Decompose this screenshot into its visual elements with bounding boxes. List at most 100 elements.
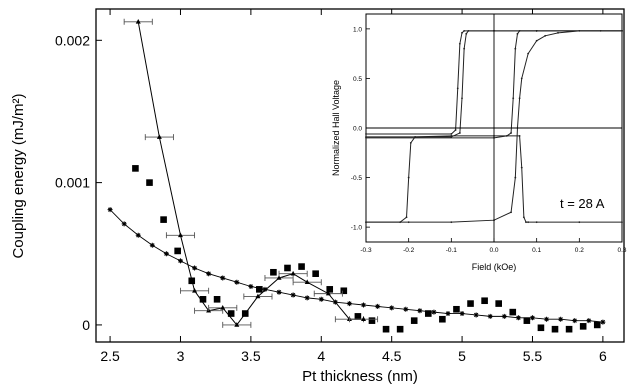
star-point [206, 271, 212, 277]
inset-point [578, 221, 581, 224]
square-point [537, 324, 545, 332]
star-point [192, 265, 198, 271]
inset-point [512, 97, 515, 100]
inset-point [365, 137, 367, 139]
star-point [403, 306, 409, 312]
star-point [262, 286, 268, 292]
inset-point [520, 166, 523, 169]
square-point [227, 310, 235, 317]
y-tick-label: 0.001 [55, 175, 90, 191]
inset-point [518, 97, 521, 100]
star-point [149, 242, 155, 248]
inset-point [510, 132, 512, 134]
square-point [439, 315, 446, 323]
inset-annotation: t = 28 A [560, 196, 605, 211]
inset-point [463, 29, 466, 32]
triangle-point [276, 275, 282, 280]
inset-y-tick-label: 0.0 [353, 126, 362, 133]
inset-x-tick-label: 0.1 [532, 247, 541, 254]
inset-x-tick-label: -0.2 [403, 247, 415, 254]
inset-point [557, 31, 559, 34]
triangle-point [192, 287, 198, 293]
inset-point [456, 87, 459, 90]
inset-point [450, 133, 453, 135]
inset-point [409, 141, 412, 144]
inset-point [407, 176, 410, 179]
main-plot: 2.5 3 3.5 4 4.5 5 5.5 6 0 0.001 0.002 Pt thickness… [10, 8, 625, 385]
triangle-point [135, 19, 141, 24]
square-point [284, 264, 291, 272]
inset-point [463, 47, 466, 50]
star-point [135, 232, 141, 238]
x-tick-label: 2.5 [100, 348, 120, 364]
square-point [410, 317, 418, 324]
inset-x-tick-label: -0.1 [446, 247, 458, 254]
x-tick-label: 3.5 [241, 348, 261, 364]
square-point [256, 286, 263, 293]
star-point [389, 305, 395, 311]
inset-point [514, 47, 517, 50]
square-point [298, 263, 305, 270]
series-square [132, 165, 601, 333]
star-point [234, 279, 240, 285]
inset-point [454, 129, 457, 131]
inset-point [621, 221, 623, 224]
star-point [290, 292, 296, 298]
inset-point [514, 176, 517, 179]
square-point [146, 179, 153, 186]
square-point [160, 216, 167, 223]
square-point [453, 305, 460, 313]
inset-point [458, 42, 461, 45]
inset-point [535, 39, 538, 42]
star-point [586, 318, 592, 324]
star-point [445, 311, 451, 317]
star-point [417, 308, 423, 314]
star-point [558, 316, 564, 322]
triangle-point [177, 232, 183, 238]
inset-point [365, 221, 367, 224]
triangle-point [361, 316, 367, 322]
square-point [368, 317, 376, 324]
square-point [382, 325, 390, 333]
inset-x-tick-label: 0.2 [575, 247, 584, 254]
triangle-point [304, 279, 310, 285]
star-point [572, 318, 578, 324]
inset-point [535, 29, 538, 32]
star-point [515, 315, 521, 321]
star-point [304, 295, 310, 301]
inset-x-tick-label: -0.3 [360, 247, 372, 254]
square-point [174, 247, 181, 255]
inset-point [461, 31, 463, 34]
inset-x-tick-label: 0.0 [489, 247, 498, 254]
inset-point [505, 135, 508, 137]
inset-y-tick-label: -1.0 [351, 225, 363, 232]
square-point [270, 268, 277, 276]
triangle-point [156, 134, 162, 139]
x-tick-label: 5.5 [523, 348, 543, 364]
square-point [312, 270, 319, 277]
star-point [544, 316, 550, 322]
inset-point [458, 132, 461, 134]
inset-point [621, 29, 623, 32]
inset-point [405, 216, 408, 219]
square-point [579, 323, 587, 330]
inset-plot: -0.3 -0.2 -0.1 0.0 0.1 0.2 0.3 -1.0 -0.5 0.0 0.5 1.… [331, 13, 627, 272]
square-point [213, 296, 221, 303]
square-point [340, 287, 348, 295]
triangle-point [234, 322, 240, 327]
triangle-point [255, 293, 261, 299]
x-tick-label: 3 [177, 348, 185, 364]
y-tick-label: 0.002 [55, 32, 90, 48]
star-point [276, 289, 282, 295]
inset-curve [366, 30, 622, 139]
star-point [375, 303, 381, 309]
inset-ticks-layer: -0.3 -0.2 -0.1 0.0 0.1 0.2 0.3 -1.0 -0.5 0.0 0.5 1.… [351, 14, 627, 254]
square-point [424, 310, 432, 317]
inset-point [407, 221, 410, 224]
main-plot-frame [95, 8, 625, 343]
inset-y-tick-label: 0.5 [353, 76, 362, 83]
inset-point [465, 32, 468, 35]
square-point [523, 317, 531, 324]
star-point [473, 312, 479, 318]
star-point [220, 275, 226, 281]
